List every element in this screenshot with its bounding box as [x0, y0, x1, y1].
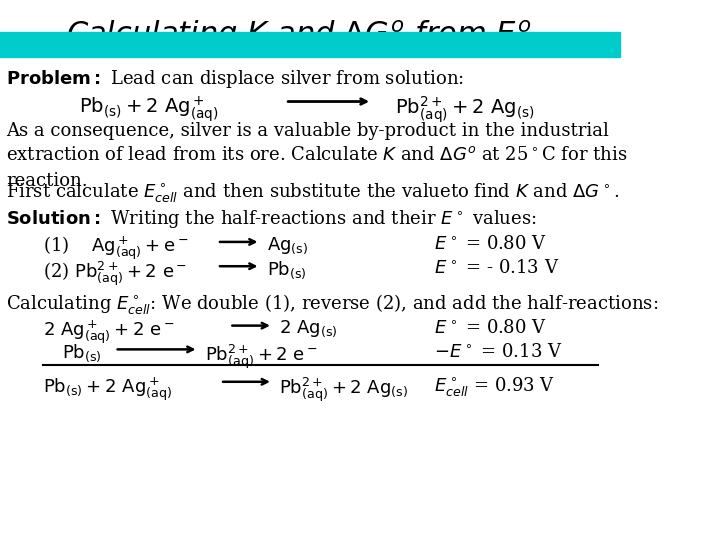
Text: $\mathrm{Pb^{2+}_{(aq)} + 2\ e^-}$: $\mathrm{Pb^{2+}_{(aq)} + 2\ e^-}$	[204, 343, 318, 372]
Text: $\mathit{E^\circ}$ = 0.80 V: $\mathit{E^\circ}$ = 0.80 V	[434, 319, 547, 336]
Text: $\mathrm{2\ Ag^+_{(aq)} + 2\ e^-}$: $\mathrm{2\ Ag^+_{(aq)} + 2\ e^-}$	[43, 319, 175, 346]
Text: $\mathit{E^\circ}$ = 0.80 V: $\mathit{E^\circ}$ = 0.80 V	[434, 235, 547, 253]
Text: Calculating $\mathit{E^\circ_{cell}}$: We double (1), reverse (2), and add the h: Calculating $\mathit{E^\circ_{cell}}$: W…	[6, 292, 659, 315]
Text: $\mathbf{Solution:}$ Writing the half-reactions and their $\mathit{E^\circ}$ val: $\mathbf{Solution:}$ Writing the half-re…	[6, 208, 536, 230]
Text: As a consequence, silver is a valuable by-product in the industrial
extraction o: As a consequence, silver is a valuable b…	[6, 122, 628, 190]
Text: $\mathrm{Pb_{(s)}}$: $\mathrm{Pb_{(s)}}$	[62, 343, 102, 364]
Text: $\mathrm{Pb^{2+}_{(aq)} + 2\ Ag_{(s)}}$: $\mathrm{Pb^{2+}_{(aq)} + 2\ Ag_{(s)}}$	[395, 94, 535, 125]
Text: (2) $\mathrm{Pb^{2+}_{(aq)} + 2\ e^-}$: (2) $\mathrm{Pb^{2+}_{(aq)} + 2\ e^-}$	[43, 259, 187, 288]
Text: $\mathrm{Pb_{(s)} + 2\ Ag^+_{(aq)}}$: $\mathrm{Pb_{(s)} + 2\ Ag^+_{(aq)}}$	[43, 375, 173, 403]
Text: $\mathbf{Problem:}$ Lead can displace silver from solution:: $\mathbf{Problem:}$ Lead can displace si…	[6, 68, 464, 90]
Text: $\mathit{-E^\circ}$ = 0.13 V: $\mathit{-E^\circ}$ = 0.13 V	[434, 343, 562, 361]
FancyBboxPatch shape	[0, 32, 620, 57]
Text: First calculate $\mathit{E^\circ_{cell}}$ and then substitute the valueto find $: First calculate $\mathit{E^\circ_{cell}}…	[6, 181, 619, 204]
Text: $\mathit{Calculating\ K\ and\ \Delta G^o\ from\ E^o_{cell}}$: $\mathit{Calculating\ K\ and\ \Delta G^o…	[66, 19, 554, 56]
Text: $\mathrm{Ag_{(s)}}$: $\mathrm{Ag_{(s)}}$	[266, 235, 308, 255]
Text: $\mathrm{Pb^{2+}_{(aq)} + 2\ Ag_{(s)}}$: $\mathrm{Pb^{2+}_{(aq)} + 2\ Ag_{(s)}}$	[279, 375, 408, 404]
Text: $\mathrm{2\ Ag_{(s)}}$: $\mathrm{2\ Ag_{(s)}}$	[279, 319, 338, 339]
Text: $\mathit{E^\circ_{cell}}$ = 0.93 V: $\mathit{E^\circ_{cell}}$ = 0.93 V	[434, 375, 555, 399]
Text: $\mathit{E^\circ}$ = - 0.13 V: $\mathit{E^\circ}$ = - 0.13 V	[434, 259, 559, 277]
Text: $\mathrm{Pb_{(s)} + 2\ Ag^+_{(aq)}}$: $\mathrm{Pb_{(s)} + 2\ Ag^+_{(aq)}}$	[79, 94, 219, 125]
Text: $\mathrm{Pb_{(s)}}$: $\mathrm{Pb_{(s)}}$	[266, 259, 307, 281]
Text: (1)    $\mathrm{Ag^+_{(aq)} + e^-}$: (1) $\mathrm{Ag^+_{(aq)} + e^-}$	[43, 235, 189, 262]
